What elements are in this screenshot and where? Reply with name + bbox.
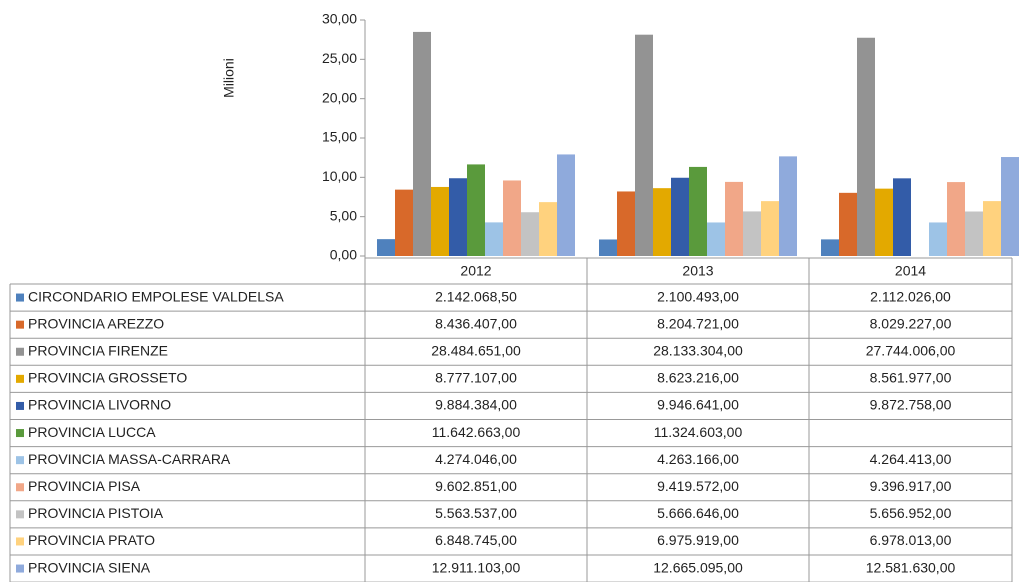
bar xyxy=(857,37,875,256)
legend-swatch xyxy=(16,347,24,356)
table-cell: 6.848.745,00 xyxy=(435,532,517,548)
table-cell: 27.744.006,00 xyxy=(866,342,956,358)
y-tick-label: 25,00 xyxy=(322,50,357,66)
table-cell: 11.642.663,00 xyxy=(432,424,521,440)
bar xyxy=(893,178,911,256)
table-cell: 5.563.537,00 xyxy=(435,505,517,521)
bar xyxy=(689,166,707,256)
x-tick-label: 2013 xyxy=(682,263,713,279)
bar xyxy=(707,222,725,256)
bar xyxy=(761,201,779,256)
bar xyxy=(521,212,539,256)
legend-label: PROVINCIA LIVORNO xyxy=(28,397,171,413)
table-cell: 2.112.026,00 xyxy=(870,288,951,304)
bar xyxy=(1001,157,1019,256)
y-tick-label: 0,00 xyxy=(330,247,357,263)
bar xyxy=(449,178,467,256)
table-cell: 8.029.227,00 xyxy=(870,315,952,331)
y-tick-label: 10,00 xyxy=(322,168,357,184)
legend-swatch xyxy=(16,483,24,492)
legend-swatch xyxy=(16,293,24,302)
table-cell: 4.263.166,00 xyxy=(657,451,739,467)
bar xyxy=(875,188,893,256)
y-axis-label: Milioni xyxy=(221,58,237,98)
legend-label: PROVINCIA LUCCA xyxy=(28,424,156,440)
x-tick-label: 2012 xyxy=(460,263,491,279)
table-cell: 9.946.641,00 xyxy=(657,397,739,413)
bar xyxy=(983,201,1001,256)
table-cell: 8.204.721,00 xyxy=(657,315,739,331)
bar xyxy=(503,180,521,256)
table-cell: 6.978.013,00 xyxy=(870,532,952,548)
bar xyxy=(671,177,689,256)
bar xyxy=(431,186,449,256)
bar xyxy=(413,31,431,256)
table-cell: 9.872.758,00 xyxy=(870,397,952,413)
table-cell: 4.264.413,00 xyxy=(870,451,952,467)
bar xyxy=(635,34,653,256)
table-cell: 8.777.107,00 xyxy=(435,370,517,386)
bar xyxy=(839,192,857,256)
legend-label: PROVINCIA AREZZO xyxy=(28,315,164,331)
bar xyxy=(599,239,617,256)
legend-swatch xyxy=(16,564,24,573)
table-cell: 9.419.572,00 xyxy=(657,478,739,494)
table-cell: 12.911.103,00 xyxy=(432,559,521,575)
legend-swatch xyxy=(16,374,24,383)
table-cell: 6.975.919,00 xyxy=(657,532,739,548)
table-cell: 2.100.493,00 xyxy=(657,288,739,304)
y-tick-label: 20,00 xyxy=(322,89,357,105)
bar xyxy=(377,239,395,256)
table-cell: 8.561.977,00 xyxy=(870,370,952,386)
bar xyxy=(617,191,635,256)
table-cell: 8.623.216,00 xyxy=(657,370,739,386)
bar xyxy=(653,188,671,256)
y-tick-label: 15,00 xyxy=(322,129,357,145)
x-tick-label: 2014 xyxy=(895,263,926,279)
table-cell: 2.142.068,50 xyxy=(435,288,517,304)
table-cell: 28.133.304,00 xyxy=(653,342,743,358)
bar xyxy=(965,211,983,256)
table-cell: 4.274.046,00 xyxy=(435,451,517,467)
bar xyxy=(467,164,485,256)
bar xyxy=(395,189,413,256)
legend-swatch xyxy=(16,429,24,438)
bar xyxy=(539,202,557,256)
legend-swatch xyxy=(16,401,24,410)
table-cell: 12.665.095,00 xyxy=(653,559,743,575)
table-cell: 11.324.603,00 xyxy=(654,424,743,440)
table-cell: 8.436.407,00 xyxy=(435,315,517,331)
legend-label: PROVINCIA SIENA xyxy=(28,559,151,575)
legend-label: PROVINCIA MASSA-CARRARA xyxy=(28,451,231,467)
bar xyxy=(947,182,965,256)
legend-label: PROVINCIA PRATO xyxy=(28,532,155,548)
legend-label: PROVINCIA PISA xyxy=(28,478,141,494)
table-cell: 5.656.952,00 xyxy=(870,505,952,521)
table-cell: 9.884.384,00 xyxy=(435,397,517,413)
table-cell: 9.602.851,00 xyxy=(435,478,517,494)
legend-label: PROVINCIA FIRENZE xyxy=(28,342,168,358)
bar xyxy=(821,239,839,256)
bar xyxy=(557,154,575,256)
bar xyxy=(725,181,743,256)
table-cell: 12.581.630,00 xyxy=(866,559,956,575)
table-cell: 5.666.646,00 xyxy=(657,505,739,521)
legend-swatch xyxy=(16,320,24,329)
bar xyxy=(485,222,503,256)
legend-label: PROVINCIA GROSSETO xyxy=(28,370,187,386)
legend-label: PROVINCIA PISTOIA xyxy=(28,505,164,521)
legend-swatch xyxy=(16,510,24,519)
y-tick-label: 5,00 xyxy=(330,207,357,223)
legend-swatch xyxy=(16,537,24,546)
bar xyxy=(743,211,761,256)
legend-swatch xyxy=(16,456,24,465)
table-cell: 9.396.917,00 xyxy=(870,478,952,494)
legend-label: CIRCONDARIO EMPOLESE VALDELSA xyxy=(28,288,284,304)
bar xyxy=(779,156,797,256)
y-tick-label: 30,00 xyxy=(322,11,357,27)
bar xyxy=(929,222,947,256)
table-cell: 28.484.651,00 xyxy=(431,342,521,358)
